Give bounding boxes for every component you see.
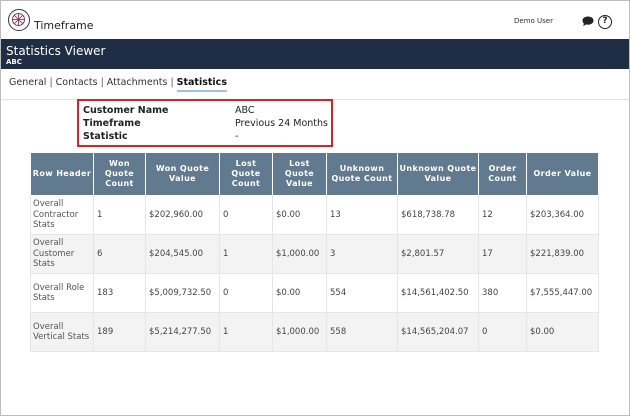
table-cell: 189: [93, 312, 146, 352]
info-label: Customer Name: [83, 105, 169, 116]
table-cell: 554: [326, 273, 398, 313]
table-cell: $14,565,204.07: [397, 312, 479, 352]
table-cell: 17: [478, 234, 527, 274]
row-header-cell: Overall Role Stats: [30, 273, 94, 313]
column-header[interactable]: Order Count: [478, 152, 527, 196]
page-title: Statistics Viewer: [6, 44, 106, 58]
user-name[interactable]: Demo User: [514, 17, 553, 25]
table-row: Overall Customer Stats 6 $204,545.00 1 $…: [30, 234, 599, 274]
info-value: Previous 24 Months: [235, 118, 329, 129]
tab-separator: |: [100, 77, 104, 88]
table-cell: $2,801.57: [397, 234, 479, 274]
column-header[interactable]: Lost Quote Count: [219, 152, 273, 196]
table-row: Overall Role Stats 183 $5,009,732.50 0 $…: [30, 273, 599, 313]
chat-bubble-icon[interactable]: [582, 16, 594, 27]
table-cell: $1,000.00: [272, 234, 327, 274]
tab-separator: |: [170, 77, 174, 88]
table-cell: 13: [326, 195, 398, 235]
table-cell: 0: [219, 195, 273, 235]
column-header[interactable]: Won Quote Count: [93, 152, 146, 196]
table-cell: $14,561,402.50: [397, 273, 479, 313]
table-cell: $202,960.00: [145, 195, 220, 235]
table-cell: 12: [478, 195, 527, 235]
table-header-row: Row Header Won Quote Count Won Quote Val…: [30, 152, 599, 196]
statistics-table: Row Header Won Quote Count Won Quote Val…: [30, 152, 599, 352]
info-label: Timeframe: [83, 118, 141, 129]
page-header: Statistics Viewer ABC: [1, 39, 629, 69]
table-cell: $0.00: [272, 273, 327, 313]
row-header-cell: Overall Customer Stats: [30, 234, 94, 274]
app-title: Timeframe: [34, 19, 94, 32]
table-cell: $203,364.00: [526, 195, 599, 235]
column-header[interactable]: Order Value: [526, 152, 599, 196]
info-value: -: [235, 131, 239, 142]
table-cell: $5,009,732.50: [145, 273, 220, 313]
table-cell: $618,738.78: [397, 195, 479, 235]
table-cell: 1: [219, 312, 273, 352]
row-header-cell: Overall Contractor Stats: [30, 195, 94, 235]
table-cell: 1: [93, 195, 146, 235]
column-header[interactable]: Row Header: [30, 152, 94, 196]
tab-statistics[interactable]: Statistics: [176, 77, 227, 92]
table-cell: 380: [478, 273, 527, 313]
table-cell: 1: [219, 234, 273, 274]
table-cell: $204,545.00: [145, 234, 220, 274]
table-cell: 0: [219, 273, 273, 313]
table-cell: 0: [478, 312, 527, 352]
table-cell: $0.00: [272, 195, 327, 235]
table-row: Overall Contractor Stats 1 $202,960.00 0…: [30, 195, 599, 235]
table-cell: 6: [93, 234, 146, 274]
page-subtitle: ABC: [6, 58, 22, 66]
column-header[interactable]: Unknown Quote Count: [326, 152, 398, 196]
table-cell: $221,839.00: [526, 234, 599, 274]
column-header[interactable]: Won Quote Value: [145, 152, 220, 196]
table-cell: 183: [93, 273, 146, 313]
info-value: ABC: [235, 105, 255, 116]
column-header[interactable]: Lost Quote Value: [272, 152, 327, 196]
tab-contacts[interactable]: Contacts: [55, 77, 98, 88]
table-cell: $1,000.00: [272, 312, 327, 352]
table-cell: $7,555,447.00: [526, 273, 599, 313]
table-cell: 558: [326, 312, 398, 352]
table-cell: $0.00: [526, 312, 599, 352]
tab-general[interactable]: General: [9, 77, 47, 88]
info-label: Statistic: [83, 131, 128, 142]
radar-logo-icon[interactable]: [8, 9, 30, 31]
tab-bar: General | Contacts | Attachments | Statistics: [9, 77, 227, 92]
help-circle-icon[interactable]: ?: [598, 15, 612, 29]
row-header-cell: Overall Vertical Stats: [30, 312, 94, 352]
table-cell: $5,214,277.50: [145, 312, 220, 352]
tab-separator: |: [49, 77, 53, 88]
column-header[interactable]: Unknown Quote Value: [397, 152, 479, 196]
top-bar: Timeframe Demo User ?: [1, 1, 629, 39]
table-cell: 3: [326, 234, 398, 274]
table-row: Overall Vertical Stats 189 $5,214,277.50…: [30, 312, 599, 352]
tab-attachments[interactable]: Attachments: [106, 77, 168, 88]
highlighted-info-box: Customer Name ABC Timeframe Previous 24 …: [77, 99, 333, 147]
